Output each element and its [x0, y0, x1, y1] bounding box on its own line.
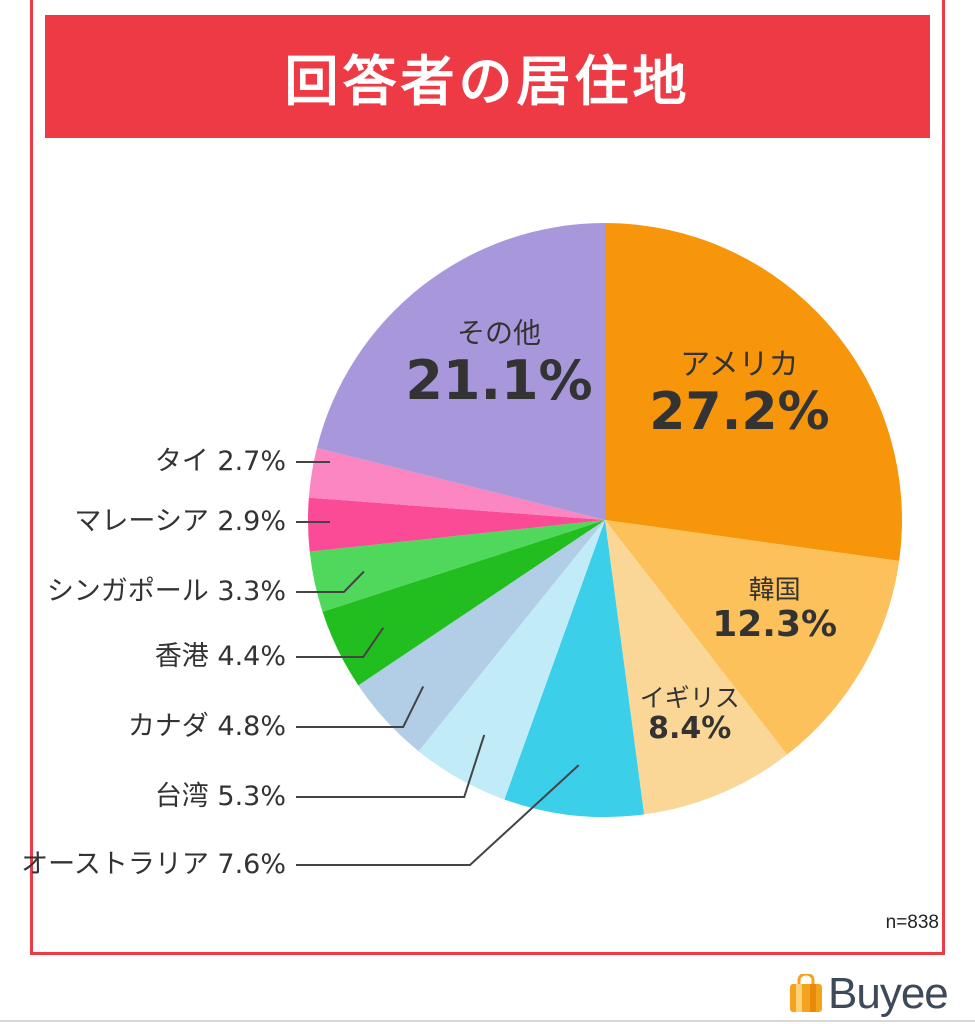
slice-0-value: 27.2%	[649, 382, 829, 442]
slice-1-label: 韓国	[749, 575, 801, 605]
shopping-bag-icon	[790, 974, 822, 1012]
slice-4-leader-line	[296, 734, 486, 798]
slice-0-label: アメリカ	[680, 347, 799, 382]
slice-5-leader-line	[296, 686, 425, 728]
slice-0-wedge	[605, 223, 902, 561]
slice-10-label: その他	[457, 317, 541, 350]
slice-3-wedge	[504, 520, 645, 817]
slice-6-leader-line	[296, 627, 385, 658]
slice-4-label: 台湾 5.3%	[155, 781, 286, 812]
slice-2-wedge	[605, 520, 788, 815]
slice-5-label: カナダ 4.8%	[128, 711, 286, 742]
slice-6-wedge	[322, 520, 605, 686]
slice-1-wedge	[605, 520, 900, 755]
slice-4-wedge	[418, 520, 605, 800]
slice-7-label: シンガポール 3.3%	[47, 576, 286, 607]
slice-6-label: 香港 4.4%	[155, 641, 286, 672]
title-banner: 回答者の居住地	[45, 15, 930, 138]
slice-7-leader-line	[296, 570, 365, 593]
slice-9-wedge	[308, 447, 605, 520]
slice-1-value: 12.3%	[712, 604, 837, 645]
slice-10-value: 21.1%	[405, 349, 592, 412]
slice-9-label: タイ 2.7%	[155, 446, 286, 477]
slice-2-label: イギリス	[640, 683, 740, 712]
sample-size-label: n=838	[885, 912, 939, 933]
slice-3-label: オーストラリア 7.6%	[21, 849, 286, 880]
bottom-divider	[0, 1020, 975, 1022]
slice-2-value: 8.4%	[648, 711, 731, 746]
logo-text: Buyee	[828, 969, 949, 1018]
slice-7-wedge	[309, 520, 605, 612]
slice-10-wedge	[316, 223, 605, 520]
buyee-logo: Buyee	[788, 966, 949, 1022]
slice-8-wedge	[308, 497, 605, 552]
slice-8-label: マレーシア 2.9%	[74, 506, 286, 537]
slice-3-leader-line	[296, 764, 580, 866]
chart-title: 回答者の居住地	[284, 50, 691, 113]
